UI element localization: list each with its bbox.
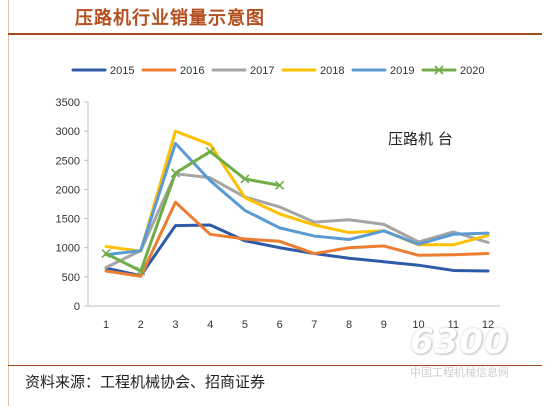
legend-marker-stroke	[434, 65, 444, 75]
legend-item-2016: 2016	[141, 65, 204, 77]
x-tick-label: 1	[103, 319, 109, 331]
series-point-2020	[240, 174, 250, 184]
series-line-2018	[104, 129, 490, 253]
x-tick-label: 4	[207, 319, 213, 331]
x-tick-label: 2	[138, 319, 144, 331]
chart-series	[101, 129, 490, 278]
point-marker-stroke	[136, 266, 146, 276]
legend-label: 2019	[390, 65, 414, 77]
legend-item-2018: 2018	[281, 65, 344, 77]
x-tick-label: 12	[482, 319, 494, 331]
series-point-2020	[205, 146, 215, 157]
point-marker-stroke	[101, 248, 111, 259]
legend-label: 2016	[180, 65, 204, 77]
legend-label: 2020	[460, 65, 484, 77]
legend-item-2020: 2020	[421, 65, 484, 77]
page-left-border	[8, 0, 9, 406]
y-tick-label: 1000	[56, 243, 80, 255]
y-tick-label: 2500	[56, 155, 80, 167]
x-tick-label: 11	[448, 319, 459, 331]
legend-label: 2018	[320, 65, 344, 77]
legend-item-2019: 2019	[351, 65, 414, 77]
legend-label: 2017	[250, 65, 274, 77]
x-tick-label: 3	[172, 319, 178, 331]
x-tick-label: 7	[311, 319, 317, 331]
x-tick-label: 8	[346, 319, 352, 331]
point-marker-stroke	[170, 168, 181, 178]
y-tick-label: 3000	[56, 126, 80, 138]
series-line-2016	[104, 200, 490, 278]
y-tick-label: 1500	[56, 214, 80, 226]
point-marker-stroke	[275, 180, 285, 190]
legend-item-2017: 2017	[211, 65, 274, 77]
page-title: 压路机行业销量示意图	[75, 8, 265, 29]
source-note: 资料来源：工程机械协会、招商证券	[25, 373, 266, 391]
series-line-2020	[104, 150, 282, 273]
y-tick-label: 0	[74, 301, 80, 313]
chart-legend: 2015 2016 2017 2018 2019 2020	[71, 65, 484, 77]
y-tick-label: 3500	[56, 97, 80, 109]
source-divider	[8, 365, 542, 366]
series-point-2020	[101, 248, 111, 259]
x-tick-label: 10	[412, 319, 424, 331]
x-tick-label: 5	[242, 319, 248, 331]
series-line-2015	[104, 223, 490, 278]
x-tick-label: 9	[381, 319, 387, 331]
y-tick-label: 500	[62, 272, 80, 284]
legend-item-2015: 2015	[71, 65, 134, 77]
y-tick-label: 2000	[56, 184, 80, 196]
chart-annotation: 压路机 台	[388, 130, 453, 148]
point-marker-stroke	[205, 146, 215, 157]
legend-label: 2015	[110, 65, 134, 77]
series-point-2020	[170, 168, 181, 178]
series-point-2020	[136, 266, 146, 276]
series-point-2020	[275, 180, 285, 190]
x-tick-label: 6	[277, 319, 283, 331]
point-marker-stroke	[240, 174, 250, 184]
title-divider	[8, 33, 542, 35]
series-line-2019	[104, 141, 490, 257]
